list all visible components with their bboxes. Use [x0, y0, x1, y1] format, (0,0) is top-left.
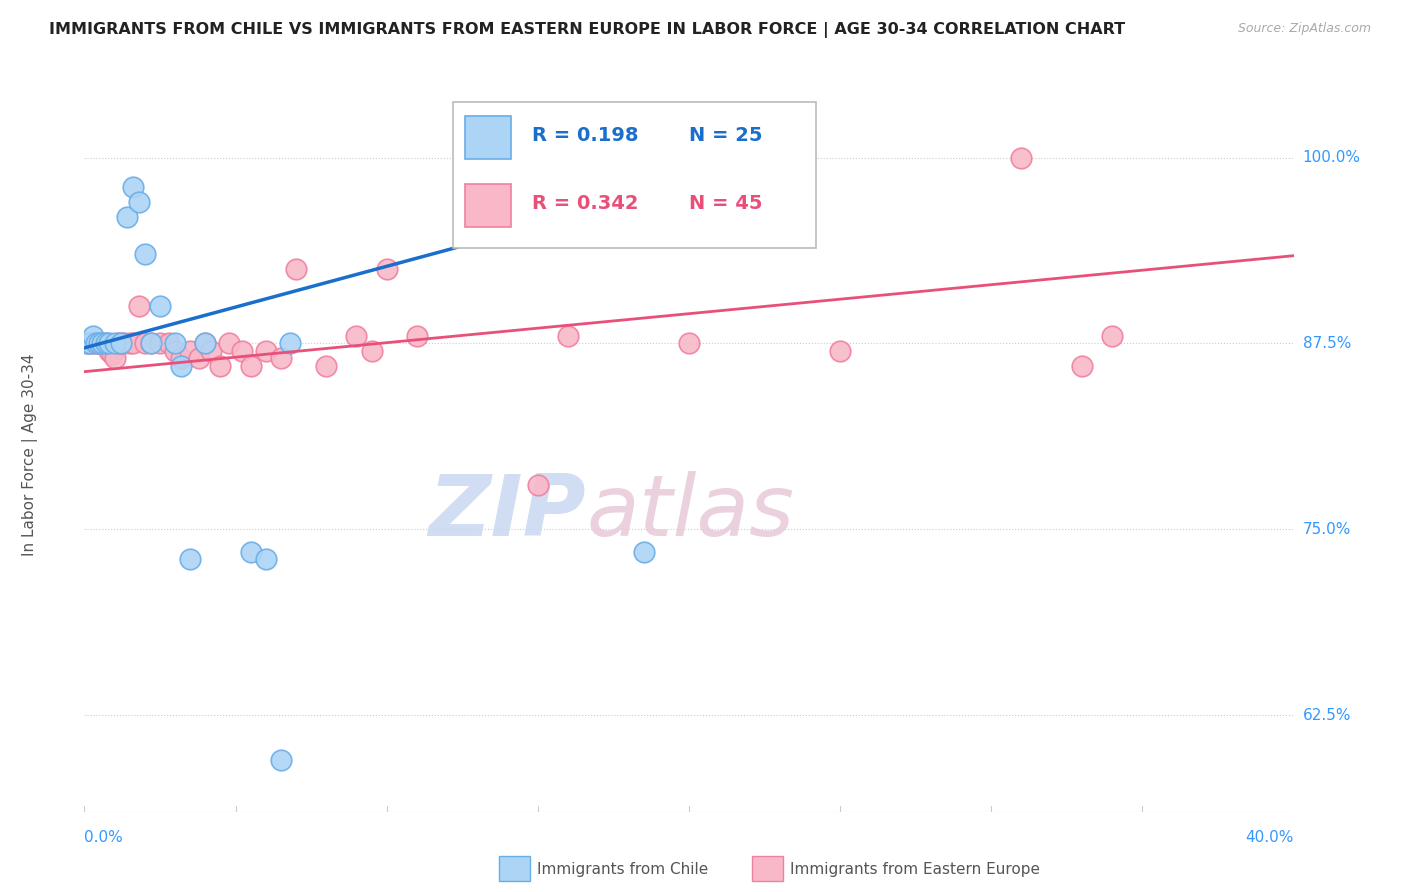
Text: N = 45: N = 45 — [689, 194, 762, 212]
Point — [97, 343, 120, 358]
Point — [239, 359, 262, 373]
Point — [678, 336, 700, 351]
Point — [128, 195, 150, 210]
Point — [86, 336, 108, 351]
Point — [149, 299, 172, 313]
Point — [121, 336, 143, 351]
Point — [82, 329, 104, 343]
Point — [89, 336, 111, 351]
Point — [284, 262, 308, 277]
FancyBboxPatch shape — [465, 116, 512, 159]
Point — [1010, 151, 1032, 165]
Text: Immigrants from Eastern Europe: Immigrants from Eastern Europe — [790, 863, 1040, 877]
Point — [157, 336, 180, 351]
Point — [254, 343, 277, 358]
Text: 87.5%: 87.5% — [1302, 336, 1351, 351]
Text: atlas: atlas — [586, 470, 794, 554]
Point — [112, 336, 135, 351]
Point — [194, 336, 217, 351]
Point — [239, 544, 262, 558]
Point — [163, 343, 186, 358]
Point — [104, 336, 127, 351]
Point — [270, 351, 292, 366]
Point — [231, 343, 253, 358]
Point — [97, 336, 120, 351]
Text: R = 0.342: R = 0.342 — [531, 194, 638, 212]
Point — [91, 336, 114, 351]
Text: 75.0%: 75.0% — [1302, 522, 1351, 537]
Text: Source: ZipAtlas.com: Source: ZipAtlas.com — [1237, 22, 1371, 36]
Point — [1101, 329, 1123, 343]
Point — [830, 343, 852, 358]
Point — [179, 343, 201, 358]
Text: In Labor Force | Age 30-34: In Labor Force | Age 30-34 — [22, 353, 38, 557]
Point — [115, 210, 138, 224]
Text: Immigrants from Chile: Immigrants from Chile — [537, 863, 709, 877]
Text: 62.5%: 62.5% — [1302, 707, 1351, 723]
Point — [89, 336, 111, 351]
Point — [100, 347, 122, 361]
Point — [170, 351, 193, 366]
Point — [134, 247, 156, 261]
Point — [278, 336, 301, 351]
Point — [200, 343, 222, 358]
Text: N = 25: N = 25 — [689, 127, 762, 145]
Point — [375, 262, 398, 277]
Point — [270, 753, 292, 767]
Point — [139, 336, 162, 351]
Point — [134, 336, 156, 351]
Point — [209, 359, 232, 373]
Point — [110, 336, 132, 351]
Point — [179, 552, 201, 566]
Point — [107, 336, 129, 351]
Point — [170, 359, 193, 373]
Point — [315, 359, 337, 373]
Text: 40.0%: 40.0% — [1246, 830, 1294, 845]
Point — [79, 336, 101, 351]
Point — [76, 336, 98, 351]
Point — [94, 336, 117, 351]
Text: 0.0%: 0.0% — [84, 830, 124, 845]
Text: ZIP: ZIP — [429, 470, 586, 554]
Point — [82, 336, 104, 351]
Point — [118, 336, 141, 351]
Point — [1071, 359, 1094, 373]
Text: 100.0%: 100.0% — [1302, 150, 1361, 165]
Point — [360, 343, 382, 358]
FancyBboxPatch shape — [453, 102, 815, 248]
Point — [128, 299, 150, 313]
Point — [526, 477, 548, 491]
Point — [254, 552, 277, 566]
Point — [79, 336, 101, 351]
Text: IMMIGRANTS FROM CHILE VS IMMIGRANTS FROM EASTERN EUROPE IN LABOR FORCE | AGE 30-: IMMIGRANTS FROM CHILE VS IMMIGRANTS FROM… — [49, 22, 1125, 38]
Point — [346, 329, 368, 343]
Point — [406, 329, 429, 343]
Point — [121, 180, 143, 194]
Point — [94, 336, 117, 351]
Point — [557, 329, 579, 343]
Point — [91, 336, 114, 351]
Point — [139, 336, 162, 351]
FancyBboxPatch shape — [465, 184, 512, 227]
Point — [104, 351, 127, 366]
Text: R = 0.198: R = 0.198 — [531, 127, 638, 145]
Point — [110, 336, 132, 351]
Point — [149, 336, 172, 351]
Point — [163, 336, 186, 351]
Point — [86, 336, 108, 351]
Point — [76, 336, 98, 351]
Point — [194, 336, 217, 351]
Point — [633, 544, 655, 558]
Point — [188, 351, 211, 366]
Point — [218, 336, 240, 351]
